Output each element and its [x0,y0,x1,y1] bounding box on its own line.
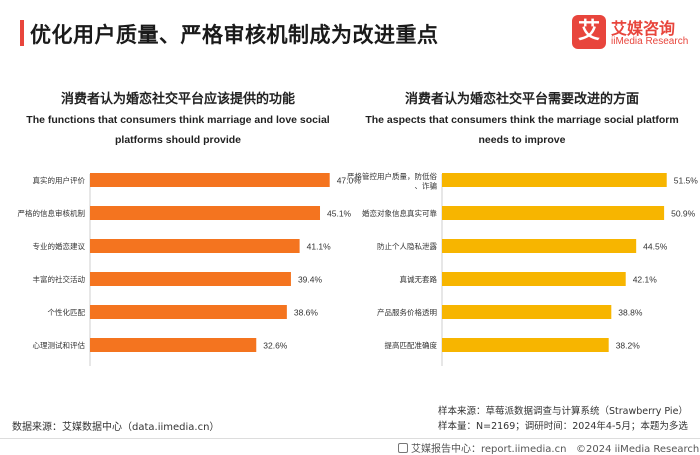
sample-source: 样本来源：草莓派数据调查与计算系统（Strawberry Pie） [438,406,688,417]
category-label: 婚恋对象信息真实可靠 [362,208,437,218]
value-label: 41.1% [307,242,332,252]
logo-mark: 艾 [572,15,606,49]
footer-divider [0,438,700,439]
value-label: 50.9% [671,209,696,219]
left-chart-subtitle: The functions that consumers think marri… [26,114,330,146]
right-chart-panel: 消费者认为婚恋社交平台需要改进的方面 The aspects that cons… [347,88,698,388]
left-bar-chart: 真实的用户评价 47.0% 严格的信息审核机制 45.1% 专业的婚恋建议 41.1% 丰富… [18,173,361,366]
bar-6 [442,338,609,352]
value-label: 38.8% [618,308,643,318]
footer-bottom: 艾媒报告中心：report.iimedia.cn ©2024 iiMedia R… [398,440,700,455]
bar-1 [442,173,667,187]
category-label: 丰富的社交活动 [33,274,86,284]
value-label: 39.4% [298,275,323,285]
bar-6 [90,338,257,352]
category-label: 心理测试和评估 [33,340,86,350]
title-accent-bar [20,20,24,46]
value-label: 42.1% [633,275,658,285]
right-bar-chart: 严格管控用户质量，防低俗、诈骗 51.5% 婚恋对象信息真实可靠 50.9% 防止个人隐… [347,171,698,366]
bar-2 [90,206,321,220]
category-label: 产品服务价格透明 [377,307,437,317]
bar-5 [442,305,612,319]
copyright: ©2024 iiMedia Research Inc [576,444,700,455]
value-label: 51.5% [674,176,699,186]
right-chart-subtitle: The aspects that consumers think the mar… [365,114,679,146]
brand-logo: 艾 艾媒咨询 iiMedia Research [572,15,692,53]
report-center-link[interactable]: 艾媒报告中心：report.iimedia.cn [411,444,567,455]
category-label: 真诚无套路 [400,274,438,284]
page-title: 优化用户质量、严格审核机制成为改进重点 [30,23,439,47]
left-chart-title: 消费者认为婚恋社交平台应该提供的功能 [60,92,295,107]
bar-3 [90,239,300,253]
data-source: 数据来源：艾媒数据中心（data.iimedia.cn） [12,422,220,433]
value-label: 38.6% [294,308,319,318]
category-label: 严格的信息审核机制 [18,208,86,218]
category-label: 严格管控用户质量，防低俗、诈骗 [347,171,437,191]
bar-2 [442,206,665,220]
bar-4 [90,272,291,286]
bar-4 [442,272,626,286]
value-label: 47.0% [337,176,362,186]
category-label: 防止个人隐私泄露 [377,241,437,251]
value-label: 44.5% [643,242,668,252]
right-chart-title: 消费者认为婚恋社交平台需要改进的方面 [404,92,639,107]
value-label: 45.1% [327,209,352,219]
category-label: 专业的婚恋建议 [33,241,86,251]
report-icon [398,443,408,453]
bar-3 [442,239,637,253]
category-label: 个性化匹配 [48,307,86,317]
category-label: 真实的用户评价 [33,175,86,185]
logo-en-text: iiMedia Research [611,36,689,47]
sample-info: 样本来源：草莓派数据调查与计算系统（Strawberry Pie） 样本量：N=… [438,404,688,434]
logo-cn-text: 艾媒咨询 [611,19,676,38]
category-label: 提高匹配准确度 [385,340,438,350]
bar-5 [90,305,287,319]
value-label: 32.6% [263,341,288,351]
left-chart-panel: 消费者认为婚恋社交平台应该提供的功能 The functions that co… [8,88,361,388]
sample-size: 样本量：N=2169；调研时间：2024年4-5月；本题为多选 [438,421,688,432]
value-label: 38.2% [616,341,641,351]
bar-1 [90,173,330,187]
